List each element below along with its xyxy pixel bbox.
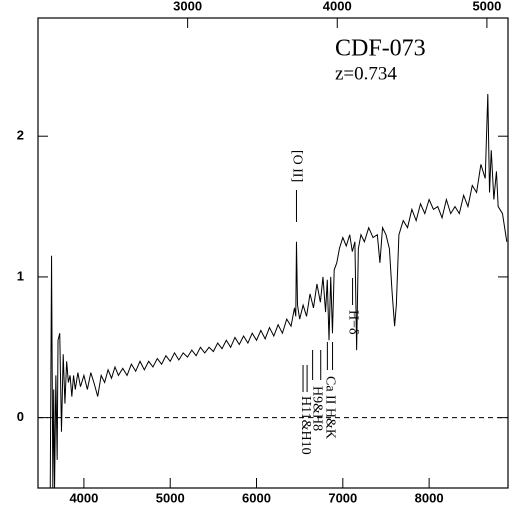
- line-label: H9&H8: [309, 386, 324, 431]
- y-tick-label: 1: [17, 268, 24, 283]
- chart-subtitle: z=0.734: [335, 63, 397, 84]
- line-label: H−δ: [345, 310, 360, 335]
- plot-frame: [37, 17, 509, 489]
- spectrum-line: [49, 93, 508, 488]
- x-tick-label: 8000: [415, 490, 444, 505]
- chart-title: CDF-073: [335, 36, 426, 62]
- x-tick-label: 4000: [69, 490, 98, 505]
- y-tick-label: 2: [17, 128, 24, 143]
- x-tick-label: 5000: [156, 490, 185, 505]
- spectrum-group: [49, 93, 508, 488]
- line-label: [O II]: [289, 150, 304, 182]
- x2-tick-label: 3000: [173, 0, 202, 13]
- x2-tick-label: 5000: [472, 0, 501, 13]
- line-label: H11&H10: [298, 396, 313, 455]
- y-tick-label: 0: [17, 409, 24, 424]
- x-tick-label: 6000: [242, 490, 271, 505]
- x-tick-label: 7000: [328, 490, 357, 505]
- line-label: Ca II H&K: [323, 376, 338, 439]
- x2-tick-label: 4000: [323, 0, 352, 13]
